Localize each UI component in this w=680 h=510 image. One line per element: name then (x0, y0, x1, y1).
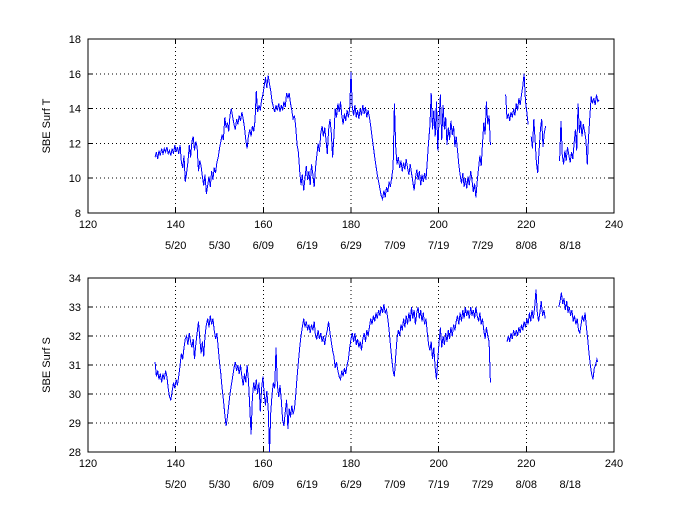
sbe-surf-t-series-line (559, 94, 600, 165)
date-tick-label: 6/29 (340, 479, 361, 491)
date-tick-label: 7/29 (472, 240, 493, 252)
date-tick-label: 6/19 (296, 240, 317, 252)
y-tick-label: 14 (69, 104, 81, 116)
date-tick-label: 7/09 (384, 479, 405, 491)
x-tick-label: 120 (79, 458, 97, 470)
x-tick-label: 200 (429, 219, 447, 231)
sbe-surf-t-axes: 120 140 160 180 200 220 240 8 10 12 14 16 18 5/20 5/30… (69, 34, 623, 252)
y-tick-label: 8 (75, 208, 81, 220)
sbe-surf-s-series-line (154, 304, 491, 453)
y-tick-label: 16 (69, 69, 81, 81)
sbe-surf-t-series-line (530, 118, 547, 174)
sbe-surf-s-series-line (558, 292, 599, 380)
y-tick-label: 33 (69, 302, 81, 314)
y-tick-label: 32 (69, 331, 81, 343)
date-tick-label: 6/19 (296, 479, 317, 491)
y-tick-label: 10 (69, 173, 81, 185)
x-tick-label: 200 (429, 458, 447, 470)
x-tick-label: 180 (342, 219, 360, 231)
axes-box (87, 38, 615, 214)
x-tick-label: 240 (605, 458, 623, 470)
sbe-surf-s-series-line (506, 289, 546, 342)
sbe-surf-t-series-line (154, 72, 491, 202)
y-tick-label: 34 (69, 273, 81, 285)
x-tick-label: 220 (517, 219, 535, 231)
x-tick-label: 240 (605, 219, 623, 231)
date-tick-label: 5/30 (209, 240, 230, 252)
date-tick-label: 7/29 (472, 479, 493, 491)
y-tick-label: 12 (69, 138, 81, 150)
date-tick-label: 7/19 (428, 240, 449, 252)
x-tick-label: 160 (254, 458, 272, 470)
date-tick-label: 6/09 (253, 479, 274, 491)
date-tick-label: 5/20 (165, 479, 186, 491)
date-tick-label: 7/19 (428, 479, 449, 491)
date-tick-label: 7/09 (384, 240, 405, 252)
date-tick-label: 5/30 (209, 479, 230, 491)
x-tick-label: 160 (254, 219, 272, 231)
date-tick-label: 5/20 (165, 240, 186, 252)
date-tick-label: 8/18 (559, 479, 580, 491)
x-tick-label: 220 (517, 458, 535, 470)
date-tick-label: 6/29 (340, 240, 361, 252)
date-tick-label: 8/08 (516, 240, 537, 252)
sbe-surf-t-series-line (505, 73, 529, 125)
x-tick-label: 180 (342, 458, 360, 470)
y-tick-label: 28 (69, 447, 81, 459)
y-tick-label: 29 (69, 418, 81, 430)
axes-box (87, 277, 615, 453)
y-tick-label: 31 (69, 360, 81, 372)
sbe-surf-s-axes: 120 140 160 180 200 220 240 28 29 30 31 32 33 34 5/20 5… (69, 273, 623, 491)
date-tick-label: 6/09 (253, 240, 274, 252)
y-tick-label: 18 (69, 34, 81, 46)
x-tick-label: 140 (166, 219, 184, 231)
y-axis-label-temperature: SBE Surf T (41, 98, 53, 154)
x-tick-label: 120 (79, 219, 97, 231)
y-axis-label-salinity: SBE Surf S (41, 337, 53, 393)
y-tick-label: 30 (69, 389, 81, 401)
date-tick-label: 8/18 (559, 240, 580, 252)
date-tick-label: 8/08 (516, 479, 537, 491)
x-tick-label: 140 (166, 458, 184, 470)
